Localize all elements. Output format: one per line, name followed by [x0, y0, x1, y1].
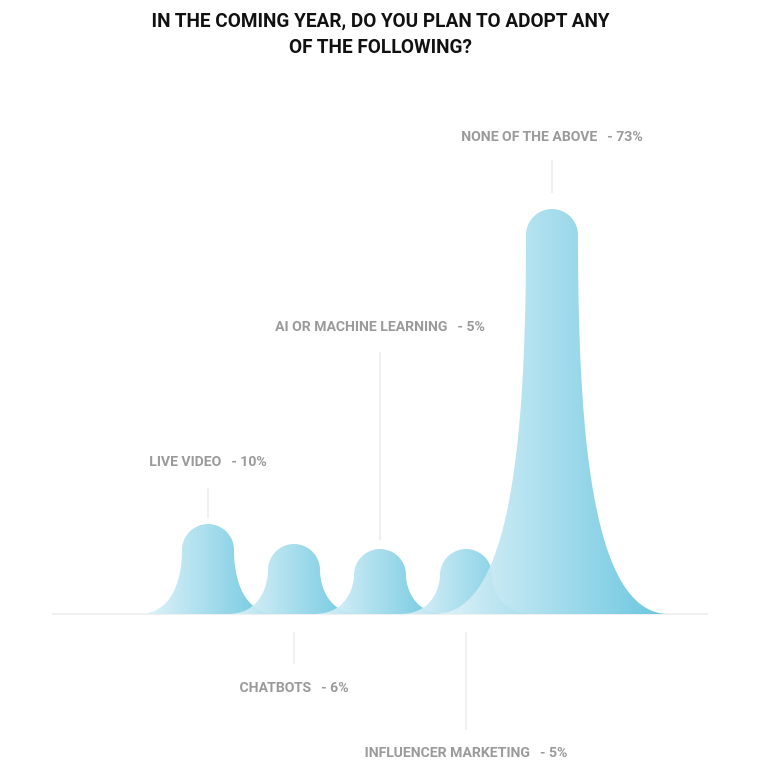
data-label: CHATBOTS - 6%	[239, 680, 348, 696]
category-label: CHATBOTS	[239, 680, 311, 696]
peak	[227, 544, 361, 614]
category-label: LIVE VIDEO	[149, 454, 221, 470]
data-label: INFLUENCER MARKETING - 5%	[365, 745, 568, 761]
value-label: - 10%	[231, 454, 266, 470]
value-label: - 5%	[540, 745, 567, 761]
peak	[314, 549, 446, 614]
category-label: INFLUENCER MARKETING	[365, 745, 530, 761]
category-label: AI OR MACHINE LEARNING	[275, 319, 447, 335]
value-label: - 5%	[457, 319, 484, 335]
data-label: NONE OF THE ABOVE - 73%	[461, 129, 642, 145]
value-label: - 6%	[321, 680, 348, 696]
value-label: - 73%	[607, 129, 642, 145]
peak	[138, 524, 278, 614]
peak	[435, 209, 669, 614]
category-label: NONE OF THE ABOVE	[461, 129, 597, 145]
data-label: LIVE VIDEO - 10%	[149, 454, 266, 470]
data-label: AI OR MACHINE LEARNING - 5%	[275, 319, 485, 335]
chart-title: IN THE COMING YEAR, DO YOU PLAN TO ADOPT…	[151, 9, 610, 58]
